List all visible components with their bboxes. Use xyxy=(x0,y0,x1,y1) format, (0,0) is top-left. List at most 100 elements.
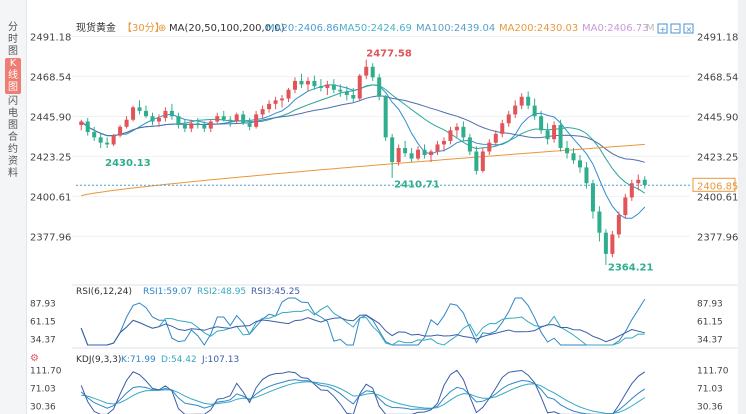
kdj-tick-left: 30.36 xyxy=(30,402,56,412)
candle-up xyxy=(493,133,498,143)
ma200-value: MA200:2430.03 xyxy=(499,23,578,34)
rsi-tick-left: 34.37 xyxy=(30,336,56,346)
candle-down xyxy=(331,84,336,90)
candle-up xyxy=(448,130,453,141)
settings-icon[interactable]: ⊕ xyxy=(158,23,166,34)
kdj-tick-right: 111.70 xyxy=(697,367,729,377)
candle-down xyxy=(571,153,576,161)
candle-down xyxy=(565,147,570,154)
candle-down xyxy=(221,116,226,120)
period-label[interactable]: 【30分】 xyxy=(122,22,165,34)
candle-up xyxy=(357,75,362,99)
svg-text:+: + xyxy=(660,25,667,34)
rsi-lines xyxy=(80,297,646,346)
candle-up xyxy=(480,151,485,171)
candle-down xyxy=(642,179,647,186)
candle-up xyxy=(286,89,291,99)
kdj-tick-left: 111.70 xyxy=(30,367,62,377)
kdj-settings-icon[interactable]: ⚙ xyxy=(30,353,39,364)
candle-down xyxy=(558,125,563,148)
price-tick-right: 2445.90 xyxy=(697,112,738,123)
rsi-tick-right: 34.37 xyxy=(697,336,723,346)
ma-extra-value: M xyxy=(646,23,655,34)
candlesticks xyxy=(79,59,647,261)
price-tick-right: 2423.25 xyxy=(697,152,738,163)
candle-down xyxy=(144,110,149,117)
rsi2-value: RSI2:48.95 xyxy=(197,287,246,297)
candle-up xyxy=(215,116,220,122)
chart-canvas: 现货黄金 【30分】 ⊕ MA(20,50,100,200,0,0) MA20:… xyxy=(30,21,738,414)
sidebar: 分时图 K线图 闪电图 合约资料 xyxy=(0,0,27,414)
kdj-title: KDJ(9,3,3) xyxy=(76,355,121,365)
tab-flash[interactable]: 闪电图 xyxy=(8,96,18,131)
price-tick-left: 2468.54 xyxy=(30,72,71,83)
ma20-line xyxy=(80,84,646,219)
rsi-tick-left: 87.93 xyxy=(30,300,56,310)
candle-down xyxy=(150,116,155,122)
rsi-tick-right: 61.15 xyxy=(697,318,723,328)
candle-down xyxy=(526,96,531,106)
current-price-label: 2406.85 xyxy=(697,181,738,192)
price-tick-right: 2377.96 xyxy=(697,232,738,243)
candle-up xyxy=(131,107,136,120)
candle-down xyxy=(85,121,90,133)
candle-down xyxy=(338,89,343,92)
kdj-j-line xyxy=(80,369,646,414)
price-tick-left: 2423.25 xyxy=(30,152,71,163)
ma20-value: MA20:2406.86 xyxy=(266,23,339,34)
svg-text:−: − xyxy=(673,25,680,34)
candle-up xyxy=(189,123,194,129)
kdj-j-value: J:107.13 xyxy=(201,355,239,365)
vertical-scrollbar[interactable] xyxy=(738,0,746,414)
candle-down xyxy=(344,91,349,96)
kdj-lines xyxy=(80,369,646,414)
kdj-tick-right: 30.36 xyxy=(697,402,723,412)
low-annotation: 2364.21 xyxy=(608,263,654,274)
tab-contract-info[interactable]: 合约资料 xyxy=(8,132,18,179)
candle-down xyxy=(461,126,466,138)
candle-up xyxy=(500,123,505,134)
mark-a-annotation: 2430.13 xyxy=(105,158,151,169)
candle-up xyxy=(636,179,641,184)
kdj-axis: 111.70 111.70 71.03 71.03 30.36 30.36 xyxy=(30,367,729,413)
candle-up xyxy=(254,114,259,127)
candle-down xyxy=(377,77,382,97)
collapse-icon[interactable] xyxy=(670,23,681,34)
tab-timeshare[interactable]: 分时图 xyxy=(8,22,18,57)
candle-up xyxy=(208,121,213,129)
candle-down xyxy=(577,160,582,168)
high-annotation: 2477.58 xyxy=(366,48,412,59)
kdj-tick-left: 71.03 xyxy=(30,385,56,395)
candle-up xyxy=(396,147,401,163)
candle-up xyxy=(234,114,239,122)
price-axis-left: 2491.18 2468.54 2445.90 2423.25 2400.61 2377.… xyxy=(30,32,71,243)
candle-down xyxy=(169,110,174,117)
candle-up xyxy=(267,103,272,110)
candle-down xyxy=(603,232,608,254)
ma0-value: MA0:2406.73 xyxy=(582,23,649,34)
kdj-tick-right: 71.03 xyxy=(697,385,723,395)
price-tick-right: 2491.18 xyxy=(697,32,738,43)
rsi3-line xyxy=(80,314,645,346)
candle-down xyxy=(92,132,97,138)
close-indicator-icon[interactable] xyxy=(683,23,694,34)
price-tick-left: 2491.18 xyxy=(30,32,71,43)
ma200-line xyxy=(81,143,645,197)
candle-down xyxy=(532,105,537,117)
tab-kline[interactable]: K线图 xyxy=(5,58,21,94)
price-tick-left: 2445.90 xyxy=(30,112,71,123)
rsi1-line xyxy=(80,297,646,346)
candle-up xyxy=(519,96,524,106)
candle-up xyxy=(435,144,440,152)
kdj-k-value: K:71.99 xyxy=(121,355,156,365)
candle-down xyxy=(312,80,317,87)
candle-down xyxy=(318,86,323,88)
add-indicator-icon[interactable] xyxy=(657,23,668,34)
candle-up xyxy=(416,149,421,159)
ma50-value: MA50:2424.69 xyxy=(339,23,412,34)
rsi-axis: 87.93 87.93 61.15 61.15 34.37 34.37 xyxy=(30,300,723,346)
price-tick-right: 2400.61 xyxy=(697,192,738,203)
price-tick-left: 2377.96 xyxy=(30,232,71,243)
candle-up xyxy=(79,121,84,126)
candle-down xyxy=(390,137,395,163)
